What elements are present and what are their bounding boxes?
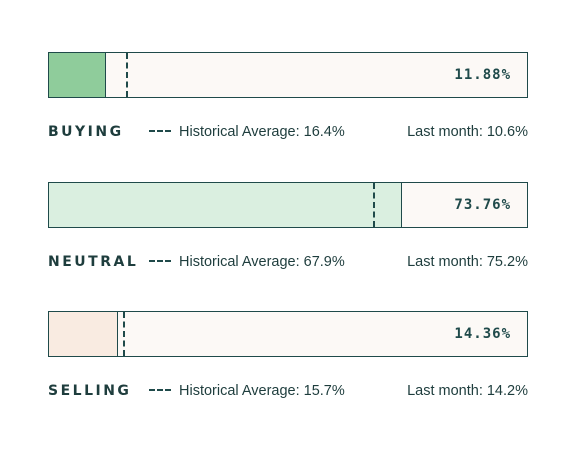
category-label-selling: SELLING <box>48 383 132 399</box>
value-label-buying: 11.88% <box>454 67 511 83</box>
meta-row-buying: BUYING Historical Average: 16.4% Last mo… <box>48 122 528 142</box>
value-label-neutral: 73.76% <box>454 197 511 213</box>
value-label-selling: 14.36% <box>454 326 511 342</box>
meta-row-selling: SELLING Historical Average: 15.7% Last m… <box>48 381 528 401</box>
dashed-line-icon <box>149 129 171 132</box>
historical-average-legend-selling: Historical Average: 15.7% <box>149 381 345 401</box>
dashed-line-icon <box>149 388 171 391</box>
historical-average-text-selling: Historical Average: 15.7% <box>179 383 345 399</box>
row-buying: 11.88% BUYING Historical Average: 16.4% … <box>48 52 528 142</box>
historical-average-text-neutral: Historical Average: 67.9% <box>179 254 345 270</box>
bar-fill-neutral <box>49 183 402 227</box>
meta-row-neutral: NEUTRAL Historical Average: 67.9% Last m… <box>48 252 528 272</box>
historical-average-text-buying: Historical Average: 16.4% <box>179 124 345 140</box>
dashed-line-icon <box>149 259 171 262</box>
bar-fill-selling <box>49 312 118 356</box>
bar-track-buying: 11.88% <box>48 52 528 98</box>
last-month-text-selling: Last month: 14.2% <box>407 383 528 399</box>
category-label-buying: BUYING <box>48 124 124 140</box>
last-month-text-buying: Last month: 10.6% <box>407 124 528 140</box>
bar-track-selling: 14.36% <box>48 311 528 357</box>
historical-average-marker-neutral <box>372 183 375 227</box>
historical-average-legend-neutral: Historical Average: 67.9% <box>149 252 345 272</box>
historical-average-legend-buying: Historical Average: 16.4% <box>149 122 345 142</box>
bar-track-neutral: 73.76% <box>48 182 528 228</box>
last-month-text-neutral: Last month: 75.2% <box>407 254 528 270</box>
bar-fill-buying <box>49 53 106 97</box>
row-neutral: 73.76% NEUTRAL Historical Average: 67.9%… <box>48 182 528 272</box>
row-selling: 14.36% SELLING Historical Average: 15.7%… <box>48 311 528 401</box>
historical-average-marker-buying <box>126 53 129 97</box>
historical-average-marker-selling <box>123 312 126 356</box>
category-label-neutral: NEUTRAL <box>48 254 139 270</box>
